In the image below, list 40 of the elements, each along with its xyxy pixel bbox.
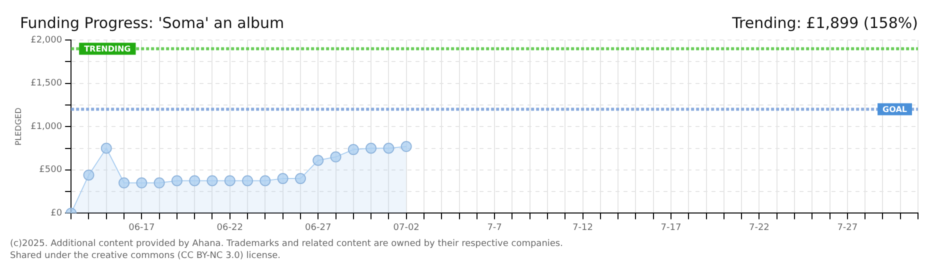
point (206, 175, 218, 186)
y-axis-title: PLEDGED (14, 108, 23, 146)
ref-line-label: GOAL (882, 104, 908, 114)
point (171, 175, 182, 186)
point (100, 142, 112, 154)
point (348, 144, 359, 156)
x-tick-label: 7-7 (487, 222, 502, 233)
point (366, 142, 377, 154)
x-tick-label: 7-17 (660, 222, 682, 233)
x-tick-label: 06-22 (216, 222, 243, 233)
y-tick-label: £0 (50, 208, 62, 219)
x-tick-label: 7-22 (748, 222, 770, 233)
chart-title: Funding Progress: 'Soma' an album (20, 14, 284, 32)
point (312, 154, 324, 166)
point (400, 141, 412, 152)
point (330, 151, 342, 162)
y-tick-label: £2,000 (30, 35, 62, 46)
x-tick-label: 07-02 (393, 222, 420, 233)
point (224, 175, 236, 186)
point (383, 142, 394, 154)
x-tick-label: 06-17 (128, 222, 155, 233)
point (118, 177, 130, 188)
y-tick-label: £1,500 (30, 78, 62, 89)
x-tick-label: 06-27 (305, 222, 332, 233)
point (154, 177, 165, 188)
point (136, 177, 148, 188)
x-tick-label: 7-27 (837, 222, 858, 233)
point (277, 173, 288, 184)
y-tick-label: £1,000 (30, 122, 62, 132)
point (189, 175, 200, 186)
point (294, 173, 306, 184)
point (242, 175, 254, 186)
text: (c)2025. Additional content provided by Ahana. Trademarks and related content are owned by their respective companies. (10, 239, 563, 249)
text: Shared under the creative commons (CC BY-NC 3.0) license. (10, 251, 281, 261)
y-tick-label: £500 (39, 165, 62, 176)
chart-subtitle: Trending: £1,899 (158%) (731, 14, 918, 32)
point (83, 170, 94, 181)
point (260, 175, 271, 186)
ref-line-label: TRENDING (84, 44, 131, 54)
x-tick-label: 7-12 (572, 222, 593, 233)
